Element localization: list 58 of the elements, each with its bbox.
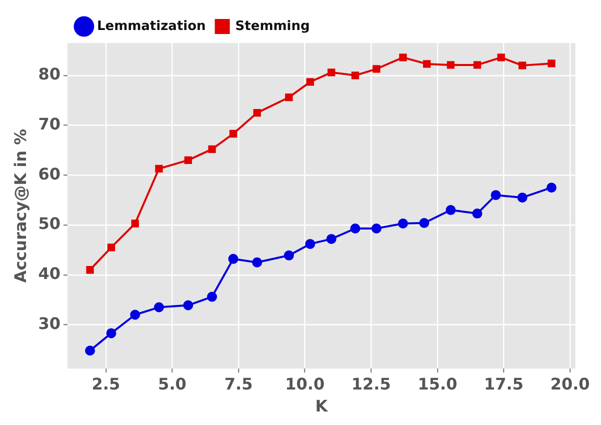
point	[518, 62, 526, 70]
point	[107, 244, 116, 252]
point	[548, 60, 556, 68]
point	[419, 218, 430, 228]
point	[253, 108, 261, 117]
point	[399, 54, 407, 62]
point	[497, 54, 505, 62]
point	[473, 61, 482, 69]
point	[154, 302, 164, 312]
point	[184, 156, 192, 164]
legend-label: Lemmatization	[96, 18, 206, 34]
point	[350, 223, 360, 234]
point	[106, 328, 116, 338]
point	[208, 145, 216, 154]
point	[86, 266, 94, 274]
x-tick-label: 7.5	[224, 374, 253, 394]
x-tick-label: 15.0	[418, 374, 458, 394]
x-tick-label: 10.0	[285, 374, 325, 394]
point	[372, 65, 380, 73]
point	[371, 223, 382, 234]
point	[284, 250, 294, 260]
x-tick-label: 2.5	[92, 374, 120, 394]
x-tick-label: 17.5	[484, 374, 524, 394]
point	[85, 346, 96, 356]
point	[326, 234, 336, 244]
x-axis-title: K	[315, 396, 328, 416]
point	[328, 68, 336, 76]
y-tick-label: 50	[38, 214, 60, 234]
point	[446, 205, 456, 216]
point	[351, 72, 360, 80]
y-tick-label: 70	[38, 114, 60, 134]
point	[131, 220, 139, 228]
x-tick-label: 5.0	[158, 374, 186, 394]
point	[183, 300, 194, 310]
y-tick-label: 40	[38, 264, 60, 284]
point	[472, 208, 482, 219]
y-tick-label: 80	[38, 64, 60, 84]
point	[305, 238, 316, 249]
point	[130, 310, 140, 320]
point	[228, 254, 238, 264]
point	[423, 60, 431, 68]
y-tick-label: 60	[38, 164, 60, 184]
point	[490, 190, 501, 200]
point	[517, 192, 528, 203]
point	[446, 61, 455, 69]
point	[155, 164, 163, 172]
point	[306, 78, 314, 86]
point	[546, 182, 557, 193]
x-tick-label: 12.5	[351, 374, 391, 394]
point	[252, 257, 262, 268]
y-axis-title: Accuracy@K in %	[10, 128, 30, 283]
point	[229, 130, 238, 138]
y-tick-label: 30	[38, 314, 60, 333]
point	[398, 218, 408, 228]
x-tick-label: 20.0	[550, 374, 590, 394]
point	[285, 94, 293, 102]
legend-label: Stemming	[235, 18, 310, 34]
point	[207, 292, 218, 302]
